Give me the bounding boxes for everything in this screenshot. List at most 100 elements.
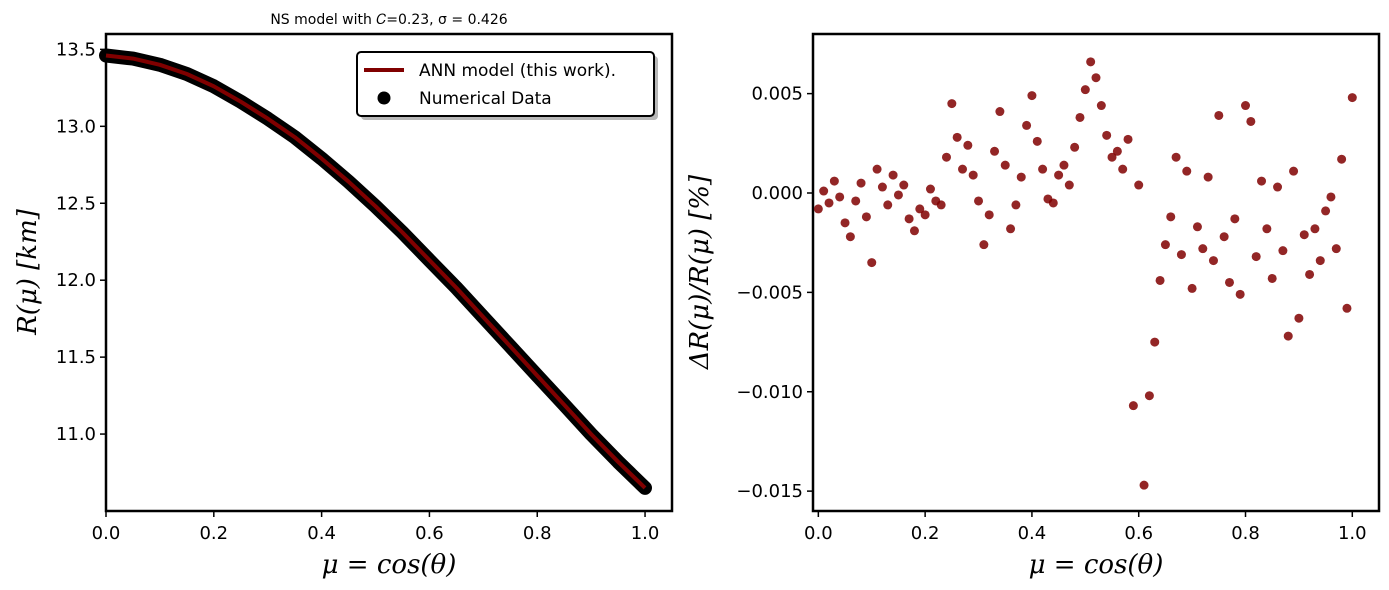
residual-point: [1278, 246, 1288, 256]
residual-point: [1283, 331, 1293, 341]
residual-point: [1118, 164, 1128, 174]
legend-dot-marker: [377, 91, 391, 105]
residual-point: [824, 198, 834, 208]
x-tick-label: 0.6: [415, 523, 444, 544]
y-tick-label: 13.0: [56, 116, 96, 137]
residual-point: [1075, 112, 1085, 122]
residual-point: [952, 132, 962, 142]
left-y-axis-label: R(μ) [km]: [13, 208, 43, 336]
residual-point: [1241, 101, 1251, 111]
left-chart: NS model with 𝐶=0.23, σ = 0.426 0.0 0.2 0.…: [13, 12, 674, 580]
x-tick-label: 0.8: [523, 523, 552, 544]
y-tick-label: 12.5: [56, 193, 96, 214]
residual-point: [1176, 250, 1186, 260]
left-ticks: 0.0 0.2 0.4 0.6 0.8 1.0 11.0 11.5 12.0 12.5 13.0 13…: [56, 39, 659, 544]
residual-point: [979, 240, 989, 250]
residual-point: [829, 176, 839, 186]
legend-ann-label: ANN model (this work).: [419, 61, 616, 81]
residual-point: [920, 210, 930, 220]
residual-point: [1048, 198, 1058, 208]
x-tick-label: 0.6: [1124, 523, 1153, 544]
residual-point: [990, 146, 1000, 156]
residual-point: [1198, 244, 1208, 254]
residual-point: [1230, 214, 1240, 224]
residual-point: [947, 99, 957, 109]
residual-point: [1347, 93, 1357, 103]
residual-point: [1246, 116, 1256, 126]
residual-point: [1182, 166, 1192, 176]
residual-point: [1000, 160, 1010, 170]
residual-point: [1086, 57, 1096, 67]
residual-point: [1299, 230, 1309, 240]
legend: ANN model (this work). Numerical Data: [356, 51, 658, 120]
residual-point: [1155, 275, 1165, 285]
x-tick-label: 0.4: [1018, 523, 1047, 544]
residual-point: [984, 210, 994, 220]
residual-point: [968, 170, 978, 180]
y-tick-label: 11.0: [56, 424, 96, 445]
residual-point: [840, 218, 850, 228]
x-tick-label: 0.4: [307, 523, 336, 544]
residual-point: [1016, 172, 1026, 182]
right-chart: 0.0 0.2 0.4 0.6 0.8 1.0 0.005 0.000 −0.005 −0.010…: [685, 32, 1381, 580]
residual-point: [1208, 256, 1218, 266]
residual-point: [1134, 180, 1144, 190]
residual-point: [851, 196, 861, 206]
residual-point: [1224, 277, 1234, 287]
y-tick-label: −0.005: [736, 282, 803, 303]
residual-point: [1112, 146, 1122, 156]
residual-point: [1214, 110, 1224, 120]
residual-point: [1080, 85, 1090, 95]
residual-point: [883, 200, 893, 210]
residual-point: [872, 164, 882, 174]
residual-point: [893, 190, 903, 200]
residual-point: [1006, 224, 1016, 234]
residual-point: [877, 182, 887, 192]
y-tick-label: −0.015: [736, 481, 803, 502]
residual-point: [1192, 222, 1202, 232]
residual-points: [813, 57, 1357, 490]
residual-point: [1070, 142, 1080, 152]
residual-point: [835, 192, 845, 202]
residual-point: [909, 226, 919, 236]
residual-point: [1064, 180, 1074, 190]
legend-numerical-label: Numerical Data: [419, 89, 552, 109]
residual-point: [856, 178, 866, 188]
x-tick-label: 0.2: [199, 523, 228, 544]
residual-point: [1022, 120, 1032, 130]
residual-point: [1331, 244, 1341, 254]
residual-point: [1187, 283, 1197, 293]
y-tick-label: 13.5: [56, 39, 96, 60]
residual-point: [1054, 170, 1064, 180]
x-tick-label: 0.0: [804, 523, 833, 544]
left-chart-title: NS model with 𝐶=0.23, σ = 0.426: [270, 12, 507, 28]
residual-point: [995, 107, 1005, 117]
residual-point: [1321, 206, 1331, 216]
residual-point: [813, 204, 823, 214]
residual-point: [861, 212, 871, 222]
x-tick-label: 1.0: [1338, 523, 1367, 544]
residual-point: [1150, 337, 1160, 347]
residual-point: [915, 204, 925, 214]
residual-point: [819, 186, 829, 196]
residual-point: [1305, 269, 1315, 279]
residual-point: [1139, 480, 1149, 490]
residual-point: [1102, 130, 1112, 140]
residual-point: [1315, 256, 1325, 266]
residual-point: [936, 200, 946, 210]
right-y-axis-label: ΔR(μ)/R(μ) [%]: [685, 174, 715, 370]
residual-point: [958, 164, 968, 174]
residual-point: [1059, 160, 1069, 170]
residual-point: [1091, 73, 1101, 83]
y-tick-label: 0.000: [751, 183, 803, 204]
residual-point: [1219, 232, 1229, 242]
residual-point: [904, 214, 914, 224]
x-tick-label: 0.8: [1231, 523, 1260, 544]
residual-point: [1027, 91, 1037, 101]
residual-point: [1262, 224, 1272, 234]
residual-point: [1294, 313, 1304, 323]
y-tick-label: 11.5: [56, 347, 96, 368]
residual-point: [1310, 224, 1320, 234]
residual-point: [1160, 240, 1170, 250]
